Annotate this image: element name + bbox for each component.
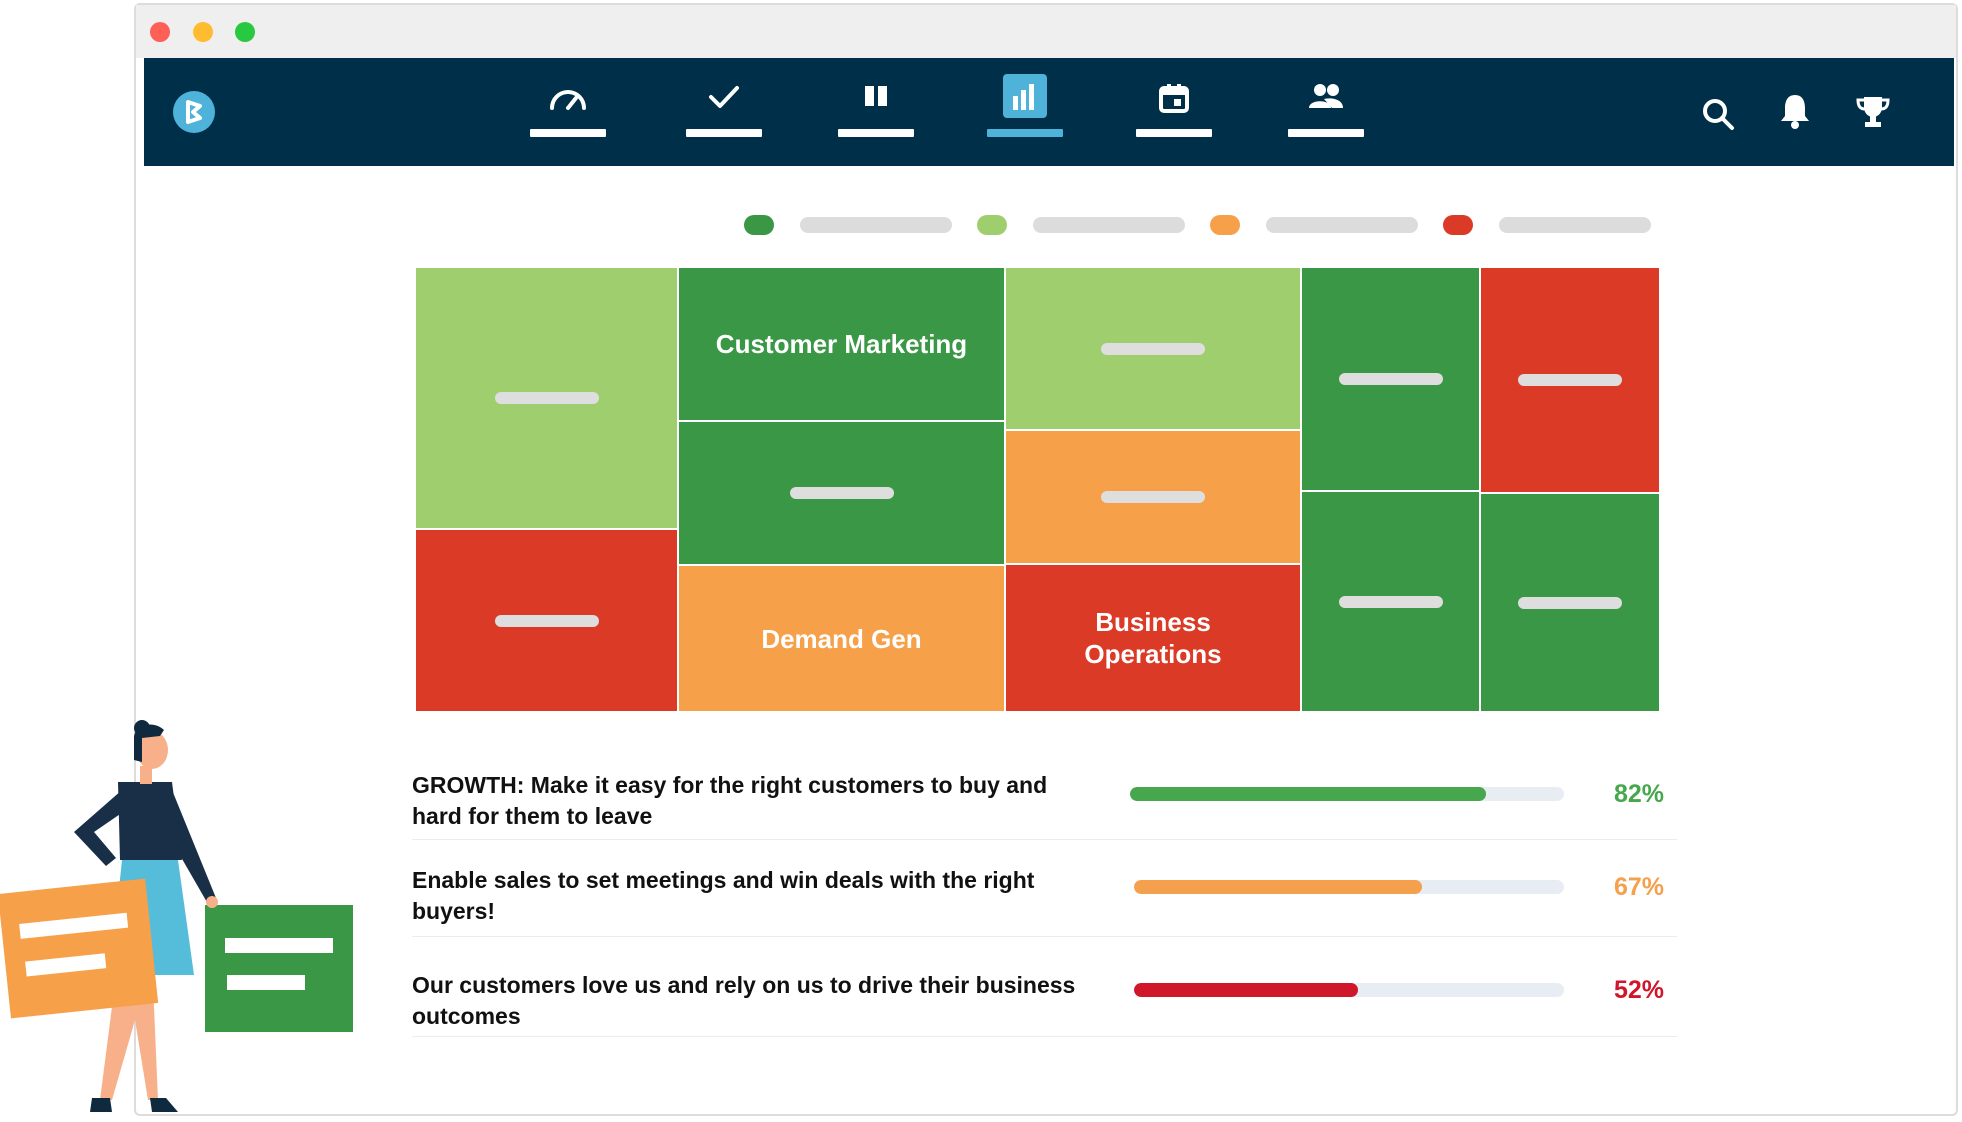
app-logo[interactable]	[173, 91, 215, 133]
treemap-tile[interactable]	[1004, 429, 1302, 565]
legend-label-placeholder	[1033, 217, 1185, 233]
treemap-tile-demand-gen[interactable]: Demand Gen	[677, 564, 1006, 713]
nav-calendar[interactable]	[1136, 62, 1212, 142]
treemap-tile[interactable]	[1004, 266, 1302, 431]
goal-progress-track	[1130, 787, 1564, 801]
nav-dashboard[interactable]	[530, 62, 606, 142]
tile-label: Customer Marketing	[715, 329, 968, 359]
nav-underline	[686, 129, 762, 137]
bar-chart-icon	[1003, 74, 1047, 118]
users-icon	[1309, 84, 1343, 108]
minimize-window-button[interactable]	[193, 22, 213, 42]
tile-label-placeholder	[494, 392, 599, 404]
goal-title: GROWTH: Make it easy for the right custo…	[412, 772, 1048, 829]
achievements-button[interactable]	[1855, 94, 1895, 134]
title-bar	[136, 5, 1956, 58]
goal-percent: 82%	[1613, 780, 1664, 808]
tile-label: Business Operations	[1084, 607, 1222, 669]
legend-label-placeholder	[1266, 217, 1418, 233]
treemap-tile[interactable]	[1479, 266, 1661, 494]
person-illustration	[0, 720, 353, 1112]
divider	[412, 839, 1677, 840]
goal-progress-track	[1134, 983, 1564, 997]
maximize-window-button[interactable]	[235, 22, 255, 42]
legend-label-placeholder	[1499, 217, 1651, 233]
search-icon	[1703, 99, 1734, 130]
tile-label-placeholder	[1101, 342, 1205, 355]
goal-percent: 67%	[1613, 873, 1664, 901]
tile-label-placeholder	[1338, 373, 1443, 385]
legend-swatch-dark-green	[744, 215, 774, 235]
tile-label-placeholder	[1518, 596, 1622, 609]
nav-boards[interactable]	[838, 62, 914, 142]
goal-progress-fill	[1134, 983, 1358, 997]
nav-underline	[987, 129, 1063, 137]
goal-progress-fill	[1134, 880, 1423, 894]
tile-label: Demand Gen	[761, 623, 922, 654]
bell-icon	[1781, 95, 1809, 129]
columns-icon	[865, 86, 887, 106]
goal-progress-fill	[1130, 787, 1486, 801]
tile-label-placeholder	[1338, 595, 1443, 608]
checkmark-icon	[709, 86, 739, 108]
treemap-tile[interactable]	[1300, 266, 1481, 492]
treemap-tile[interactable]	[1479, 492, 1661, 713]
treemap-tile-business-operations[interactable]: Business Operations	[1004, 563, 1302, 713]
nav-underline	[838, 129, 914, 137]
treemap-tile[interactable]	[1300, 490, 1481, 713]
close-window-button[interactable]	[150, 22, 170, 42]
notifications-button[interactable]	[1778, 92, 1818, 132]
goal-title: Our customers love us and rely on us to …	[412, 972, 1076, 1029]
nav-underline	[1288, 129, 1364, 137]
nav-team[interactable]	[1288, 62, 1364, 142]
search-button[interactable]	[1700, 96, 1740, 136]
nav-reports[interactable]	[987, 62, 1063, 142]
treemap-tile-customer-marketing[interactable]: Customer Marketing	[677, 266, 1006, 422]
top-navbar	[144, 58, 1954, 166]
treemap-tile[interactable]	[414, 266, 679, 530]
nav-tasks[interactable]	[686, 62, 762, 142]
tile-label-placeholder	[494, 614, 599, 627]
calendar-icon	[1159, 84, 1189, 113]
tile-label-placeholder	[1518, 374, 1622, 386]
tile-label-placeholder	[1101, 491, 1205, 503]
speedometer-icon	[550, 90, 586, 110]
tile-label-placeholder	[789, 487, 894, 499]
nav-underline	[1136, 129, 1212, 137]
goal-title: Enable sales to set meetings and win dea…	[412, 867, 1035, 924]
treemap-tile[interactable]	[414, 528, 679, 713]
legend-swatch-orange	[1210, 215, 1240, 235]
goal-progress-track	[1134, 880, 1564, 894]
divider	[412, 1036, 1677, 1037]
legend-swatch-red	[1443, 215, 1473, 235]
goal-percent: 52%	[1613, 976, 1664, 1004]
treemap-tile[interactable]	[677, 420, 1006, 566]
nav-underline	[530, 129, 606, 137]
legend-swatch-light-green	[977, 215, 1007, 235]
divider	[412, 936, 1677, 937]
legend-label-placeholder	[800, 217, 952, 233]
trophy-icon	[1856, 97, 1890, 127]
